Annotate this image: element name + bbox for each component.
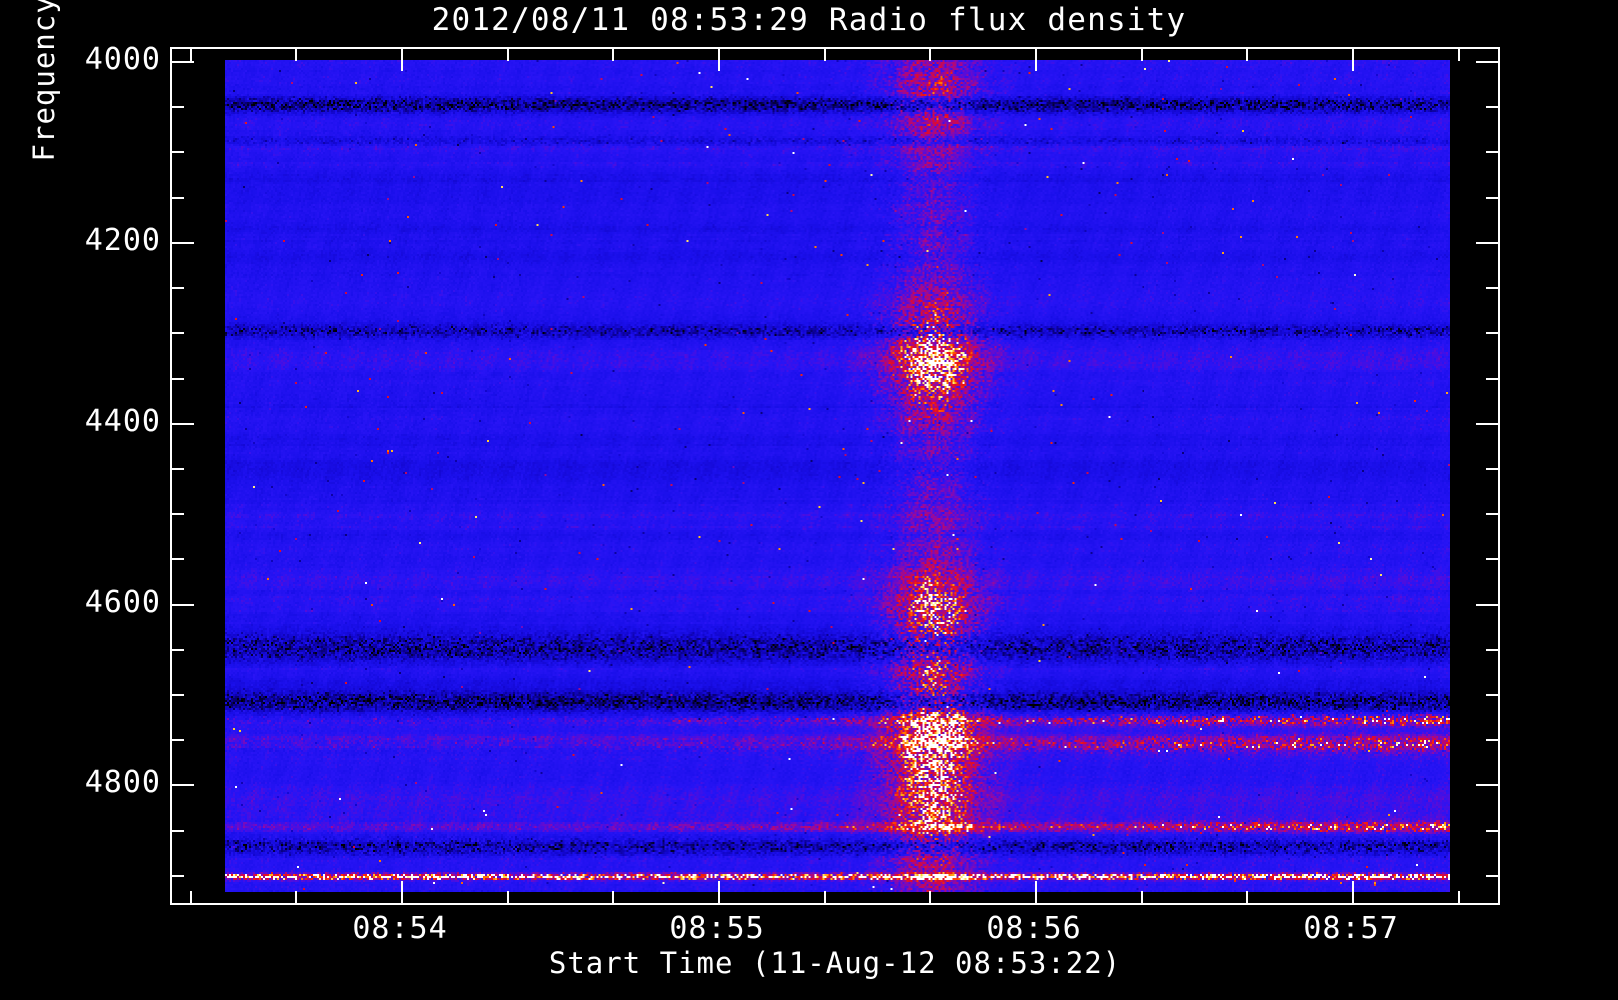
- y-axis-minor-tick: [172, 467, 184, 470]
- y-axis-minor-tick-right: [1486, 558, 1498, 561]
- y-axis-tick-label: 4400: [84, 403, 161, 439]
- y-axis-minor-tick: [172, 558, 184, 561]
- x-axis-minor-tick-bottom: [189, 891, 192, 903]
- x-axis-tick-label: 08:56: [986, 911, 1082, 946]
- y-axis-minor-tick-right: [1486, 151, 1498, 154]
- y-axis-minor-tick: [172, 287, 184, 290]
- y-axis-minor-tick-right: [1486, 332, 1498, 335]
- x-axis-major-tick-bottom: [1035, 881, 1037, 903]
- y-axis-major-tick: [172, 784, 194, 787]
- y-axis-minor-tick-right: [1486, 694, 1498, 697]
- x-axis-minor-tick-bottom: [823, 891, 826, 903]
- x-axis-major-tick-bottom: [401, 881, 403, 903]
- x-axis-minor-tick: [189, 49, 192, 61]
- y-axis-minor-tick-right: [1486, 196, 1498, 199]
- y-axis-major-tick-right: [1476, 241, 1498, 244]
- x-axis-minor-tick-bottom: [929, 891, 932, 903]
- spectrogram-canvas: [225, 60, 1450, 892]
- y-axis-major-tick: [172, 422, 194, 425]
- x-axis-tick-label: 08:54: [352, 911, 448, 946]
- x-axis-minor-tick-bottom: [295, 891, 298, 903]
- y-axis-minor-tick: [172, 377, 184, 380]
- y-axis-tick-label: 4800: [84, 765, 161, 801]
- x-axis-major-tick-bottom: [718, 881, 720, 903]
- x-axis-major-tick: [718, 49, 720, 71]
- x-axis-minor-tick: [1246, 49, 1249, 61]
- x-axis-minor-tick: [1140, 49, 1143, 61]
- y-axis-minor-tick: [172, 513, 184, 516]
- y-axis-major-tick-right: [1476, 603, 1498, 606]
- y-axis-minor-tick-right: [1486, 377, 1498, 380]
- x-axis-minor-tick: [295, 49, 298, 61]
- y-axis-minor-tick: [172, 106, 184, 109]
- y-axis-minor-tick-right: [1486, 287, 1498, 290]
- y-axis-major-tick: [172, 241, 194, 244]
- x-axis-tick-labels: 08:54 08:55 08:56 08:57: [170, 912, 1500, 948]
- spectrogram-image: [225, 60, 1450, 892]
- y-axis-tick-label: 4000: [84, 42, 161, 77]
- x-axis-major-tick: [401, 49, 403, 71]
- y-axis-minor-tick: [172, 694, 184, 697]
- y-axis-tick-label: 4600: [84, 584, 161, 620]
- x-axis-minor-tick-bottom: [506, 891, 509, 903]
- x-axis-tick-label: 08:57: [1303, 911, 1399, 946]
- x-axis-tick-label: 08:55: [669, 911, 765, 946]
- y-axis-major-tick-right: [1476, 784, 1498, 787]
- x-axis-minor-tick-bottom: [1140, 891, 1143, 903]
- x-axis-major-tick: [1035, 49, 1037, 71]
- y-axis-minor-tick: [172, 196, 184, 199]
- x-axis-major-tick: [1352, 49, 1354, 71]
- y-axis-minor-tick-right: [1486, 648, 1498, 651]
- y-axis-minor-tick: [172, 829, 184, 832]
- y-axis-major-tick: [172, 61, 194, 63]
- y-axis-minor-tick-right: [1486, 829, 1498, 832]
- x-axis-minor-tick-bottom: [1246, 891, 1249, 903]
- x-axis-minor-tick: [612, 49, 615, 61]
- y-axis-minor-tick: [172, 648, 184, 651]
- x-axis-minor-tick: [1457, 49, 1460, 61]
- y-axis-major-tick-right: [1476, 61, 1498, 63]
- y-axis-minor-tick: [172, 332, 184, 335]
- x-axis-minor-tick-bottom: [612, 891, 615, 903]
- x-axis-major-tick-bottom: [1352, 881, 1354, 903]
- y-axis-tick-labels: 4000 4200 4400 4600 4800: [0, 42, 162, 905]
- x-axis-minor-tick: [823, 49, 826, 61]
- y-axis-minor-tick: [172, 739, 184, 742]
- y-axis-minor-tick: [172, 151, 184, 154]
- x-axis-minor-tick-bottom: [1457, 891, 1460, 903]
- y-axis-minor-tick: [172, 874, 184, 877]
- x-axis-title: Start Time (11-Aug-12 08:53:22): [548, 946, 1122, 980]
- x-axis-minor-tick: [506, 49, 509, 61]
- y-axis-major-tick-right: [1476, 422, 1498, 425]
- y-axis-major-tick: [172, 603, 194, 606]
- y-axis-tick-label: 4200: [84, 222, 161, 258]
- y-axis-minor-tick-right: [1486, 513, 1498, 516]
- plot-axis-frame: [170, 47, 1500, 905]
- y-axis-minor-tick-right: [1486, 874, 1498, 877]
- y-axis-minor-tick-right: [1486, 739, 1498, 742]
- page-title: 2012/08/11 08:53:29 Radio flux density: [431, 2, 1187, 38]
- y-axis-minor-tick-right: [1486, 106, 1498, 109]
- x-axis-minor-tick: [929, 49, 932, 61]
- y-axis-minor-tick-right: [1486, 467, 1498, 470]
